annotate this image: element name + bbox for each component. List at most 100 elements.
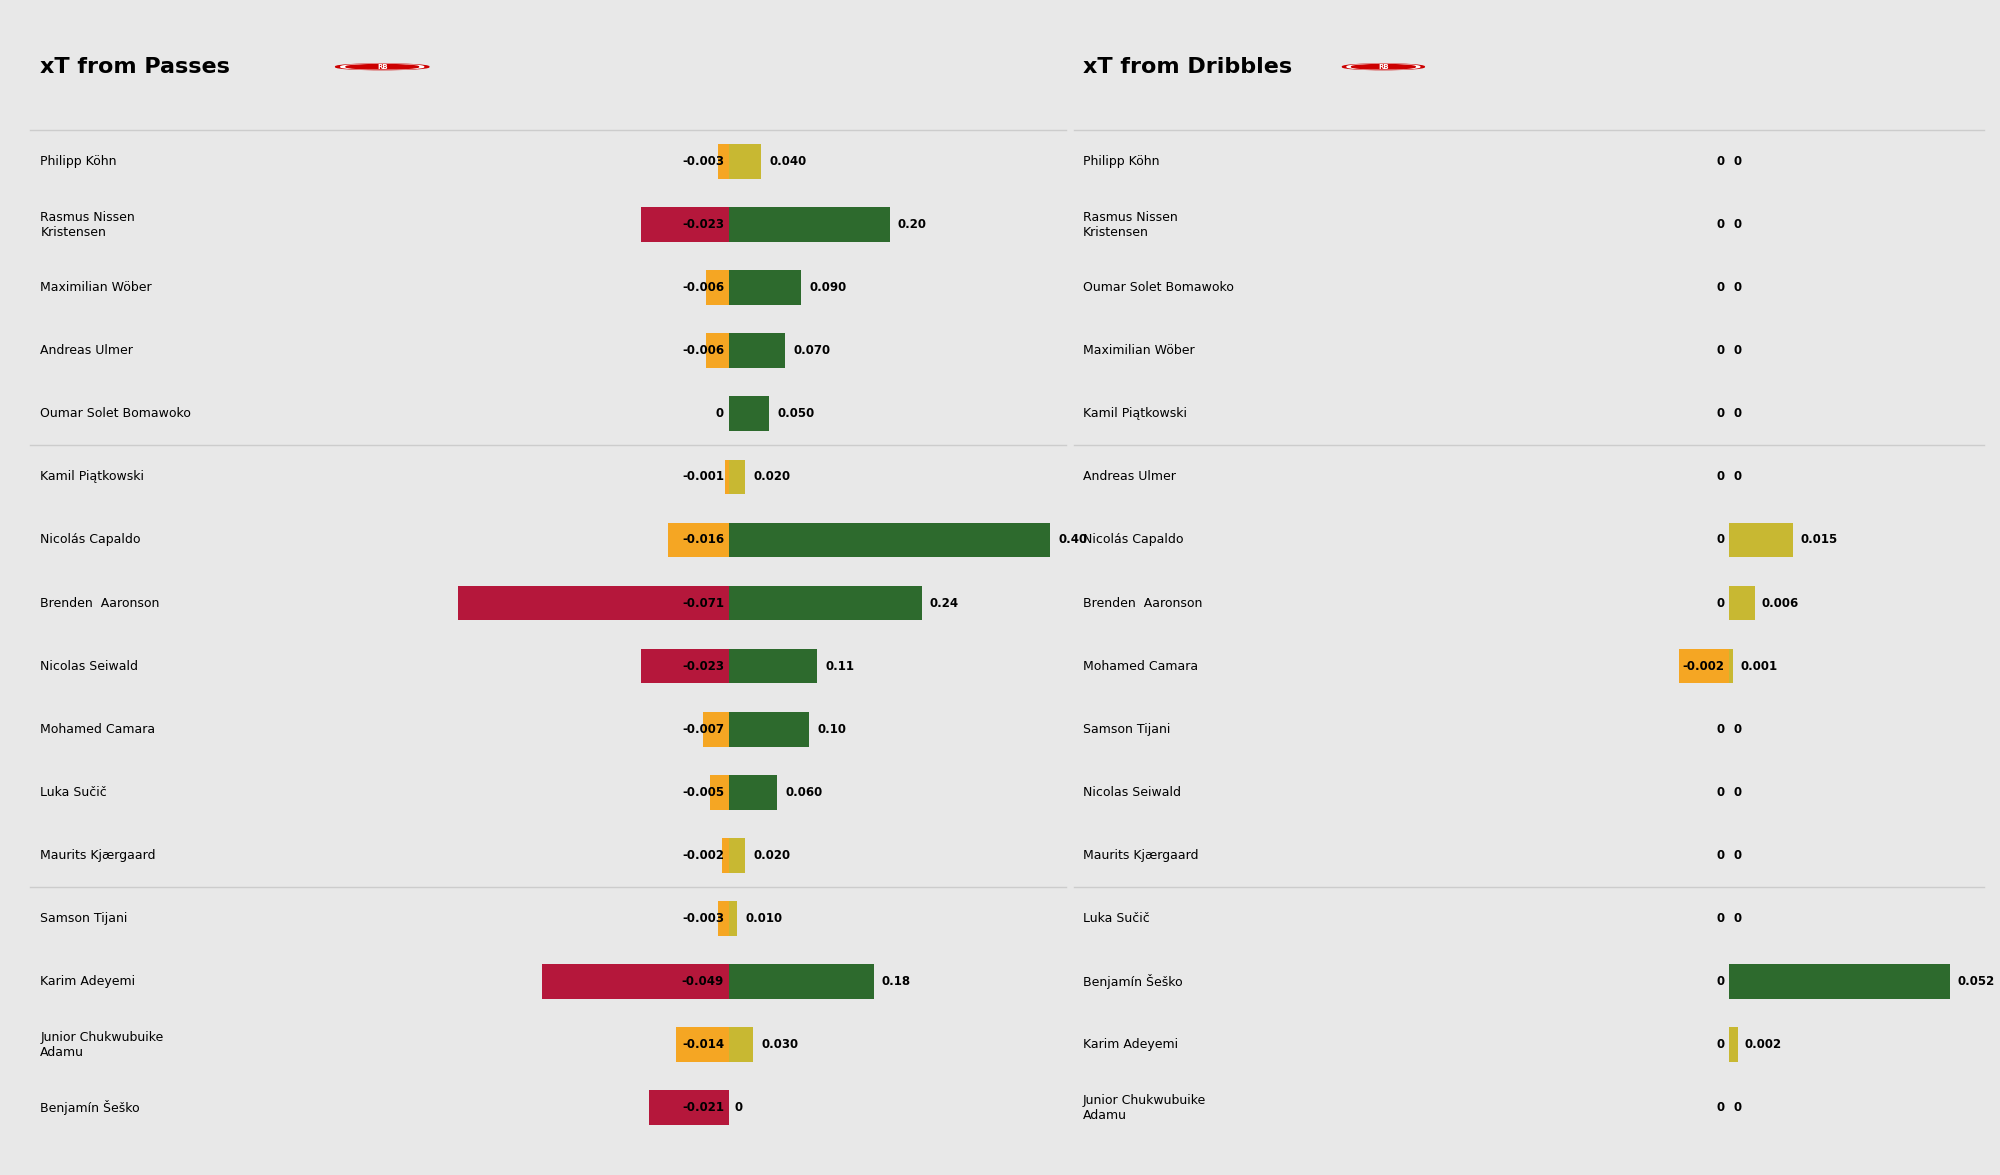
Bar bbox=[676, 1027, 730, 1062]
Bar bbox=[458, 585, 730, 620]
Text: Benjamín Šeško: Benjamín Šeško bbox=[40, 1100, 140, 1115]
Bar bbox=[650, 1090, 730, 1126]
Text: Nicolás Capaldo: Nicolás Capaldo bbox=[1084, 533, 1184, 546]
Text: -0.021: -0.021 bbox=[682, 1101, 724, 1114]
Text: Rasmus Nissen
Kristensen: Rasmus Nissen Kristensen bbox=[40, 210, 136, 239]
Bar bbox=[730, 1027, 754, 1062]
Text: Oumar Solet Bomawoko: Oumar Solet Bomawoko bbox=[40, 408, 192, 421]
Text: Rasmus Nissen
Kristensen: Rasmus Nissen Kristensen bbox=[1084, 210, 1178, 239]
Text: 0: 0 bbox=[1716, 848, 1724, 862]
Text: Karim Adeyemi: Karim Adeyemi bbox=[40, 975, 136, 988]
Text: Luka Sučič: Luka Sučič bbox=[1084, 912, 1150, 925]
Text: 0.010: 0.010 bbox=[746, 912, 782, 925]
Bar bbox=[730, 901, 738, 935]
Text: Junior Chukwubuike
Adamu: Junior Chukwubuike Adamu bbox=[40, 1030, 164, 1059]
Text: 0: 0 bbox=[1734, 848, 1742, 862]
Bar bbox=[730, 396, 770, 431]
Bar bbox=[706, 334, 730, 368]
Text: Mohamed Camara: Mohamed Camara bbox=[1084, 659, 1198, 672]
Text: 0: 0 bbox=[1716, 1039, 1724, 1052]
Text: 0.030: 0.030 bbox=[762, 1039, 798, 1052]
Text: Andreas Ulmer: Andreas Ulmer bbox=[40, 344, 134, 357]
Bar bbox=[730, 270, 802, 306]
Text: 0.11: 0.11 bbox=[826, 659, 854, 672]
Text: 0: 0 bbox=[1716, 975, 1724, 988]
Bar bbox=[1730, 649, 1734, 684]
Bar bbox=[1730, 585, 1754, 620]
Bar bbox=[1730, 1027, 1738, 1062]
Text: -0.049: -0.049 bbox=[682, 975, 724, 988]
Text: Nicolás Capaldo: Nicolás Capaldo bbox=[40, 533, 140, 546]
Text: 0.020: 0.020 bbox=[754, 848, 790, 862]
Text: 0: 0 bbox=[1716, 470, 1724, 483]
Text: 0: 0 bbox=[1734, 408, 1742, 421]
Bar bbox=[730, 459, 746, 495]
Circle shape bbox=[1342, 63, 1424, 69]
Text: Karim Adeyemi: Karim Adeyemi bbox=[1084, 1039, 1178, 1052]
Bar bbox=[718, 145, 730, 179]
Text: 0.015: 0.015 bbox=[1800, 533, 1838, 546]
Text: 0: 0 bbox=[1716, 344, 1724, 357]
Bar bbox=[726, 459, 730, 495]
Text: 0: 0 bbox=[1716, 155, 1724, 168]
Bar bbox=[706, 270, 730, 306]
Text: Maurits Kjærgaard: Maurits Kjærgaard bbox=[40, 848, 156, 862]
Text: Philipp Köhn: Philipp Köhn bbox=[40, 155, 116, 168]
Text: -0.016: -0.016 bbox=[682, 533, 724, 546]
Text: 0: 0 bbox=[1734, 219, 1742, 231]
Text: -0.002: -0.002 bbox=[1682, 659, 1724, 672]
Bar bbox=[722, 838, 730, 873]
Bar bbox=[668, 523, 730, 557]
Text: -0.003: -0.003 bbox=[682, 155, 724, 168]
Text: 0: 0 bbox=[1716, 912, 1724, 925]
Text: -0.007: -0.007 bbox=[682, 723, 724, 736]
Text: RB: RB bbox=[1378, 63, 1388, 69]
Bar bbox=[730, 649, 818, 684]
Text: Mohamed Camara: Mohamed Camara bbox=[40, 723, 156, 736]
Text: 0: 0 bbox=[1734, 912, 1742, 925]
Bar bbox=[730, 965, 874, 999]
Text: 0: 0 bbox=[1716, 597, 1724, 610]
Bar bbox=[730, 712, 810, 746]
Circle shape bbox=[336, 63, 428, 69]
Text: 0: 0 bbox=[734, 1101, 742, 1114]
Text: Maximilian Wöber: Maximilian Wöber bbox=[40, 281, 152, 294]
Text: Philipp Köhn: Philipp Köhn bbox=[1084, 155, 1160, 168]
Text: 0.006: 0.006 bbox=[1762, 597, 1800, 610]
Text: 0: 0 bbox=[1716, 533, 1724, 546]
Text: xT from Dribbles: xT from Dribbles bbox=[1084, 56, 1292, 76]
Text: 0: 0 bbox=[1734, 155, 1742, 168]
Text: 0: 0 bbox=[1734, 470, 1742, 483]
Text: 0: 0 bbox=[1734, 723, 1742, 736]
Bar bbox=[730, 838, 746, 873]
Text: -0.002: -0.002 bbox=[682, 848, 724, 862]
Bar bbox=[542, 965, 730, 999]
Text: -0.023: -0.023 bbox=[682, 659, 724, 672]
Text: 0: 0 bbox=[716, 408, 724, 421]
Text: -0.005: -0.005 bbox=[682, 786, 724, 799]
Text: 0: 0 bbox=[1716, 281, 1724, 294]
Text: Nicolas Seiwald: Nicolas Seiwald bbox=[40, 659, 138, 672]
Text: Samson Tijani: Samson Tijani bbox=[40, 912, 128, 925]
Circle shape bbox=[346, 65, 418, 69]
Text: -0.071: -0.071 bbox=[682, 597, 724, 610]
Bar bbox=[730, 145, 762, 179]
Bar bbox=[1730, 523, 1792, 557]
Text: 0.020: 0.020 bbox=[754, 470, 790, 483]
Text: Benjamín Šeško: Benjamín Šeško bbox=[1084, 974, 1182, 989]
Text: 0.10: 0.10 bbox=[818, 723, 846, 736]
Text: 0.002: 0.002 bbox=[1744, 1039, 1782, 1052]
Bar bbox=[730, 776, 778, 810]
Text: 0: 0 bbox=[1716, 723, 1724, 736]
Text: Brenden  Aaronson: Brenden Aaronson bbox=[1084, 597, 1202, 610]
Bar bbox=[642, 207, 730, 242]
Bar bbox=[730, 334, 786, 368]
Circle shape bbox=[1352, 65, 1416, 69]
Text: 0.090: 0.090 bbox=[810, 281, 846, 294]
Text: Nicolas Seiwald: Nicolas Seiwald bbox=[1084, 786, 1182, 799]
Text: 0: 0 bbox=[1716, 408, 1724, 421]
Text: 0: 0 bbox=[1734, 281, 1742, 294]
Text: 0.070: 0.070 bbox=[794, 344, 830, 357]
Text: xT from Passes: xT from Passes bbox=[40, 56, 230, 76]
Text: Kamil Piątkowski: Kamil Piątkowski bbox=[40, 470, 144, 483]
